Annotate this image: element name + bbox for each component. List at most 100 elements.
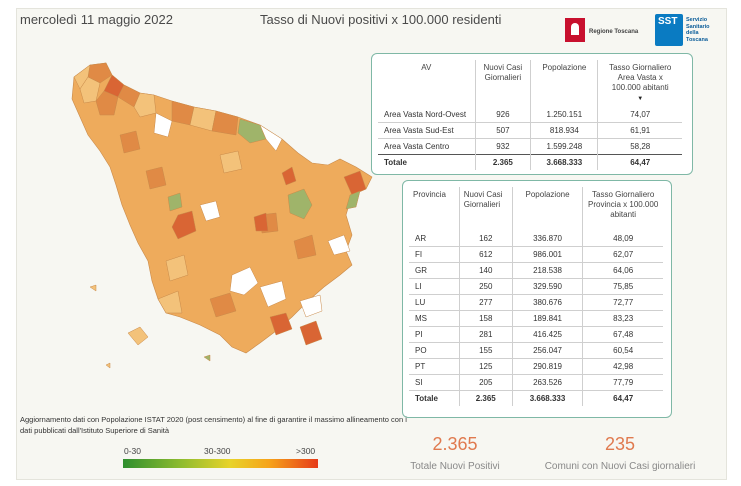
table-row: FI 612 986.001 62,07 bbox=[409, 246, 663, 263]
cell: 612 bbox=[458, 246, 513, 263]
cell: 1.599.248 bbox=[530, 138, 598, 155]
cell: 74,07 bbox=[597, 107, 682, 123]
cell: 218.538 bbox=[511, 262, 583, 279]
cell: 290.819 bbox=[511, 358, 583, 375]
cell: 3.668.333 bbox=[511, 390, 583, 406]
cell: 72,77 bbox=[582, 294, 663, 311]
col-av: AV bbox=[421, 63, 432, 72]
cell: 256.047 bbox=[511, 342, 583, 359]
legend-label-mid: 30-300 bbox=[204, 446, 231, 456]
table-row: SI 205 263.526 77,79 bbox=[409, 374, 663, 391]
sst-logo-text: Servizio Sanitario della Toscana bbox=[686, 17, 710, 43]
cell: 64,06 bbox=[582, 262, 663, 279]
cell: 2.365 bbox=[474, 154, 531, 170]
col-nuovi-casi: Nuovi Casi Giornalieri bbox=[458, 187, 513, 231]
cell: PT bbox=[409, 358, 460, 375]
cell: AR bbox=[409, 231, 460, 247]
tuscany-map bbox=[71, 62, 373, 369]
sst-logo: SST Servizio Sanitario della Toscana bbox=[655, 14, 715, 50]
kpi-total-label: Totale Nuovi Positivi bbox=[410, 461, 500, 472]
table-row: Area Vasta Centro 932 1.599.248 58,28 bbox=[378, 138, 682, 155]
cell: 189.841 bbox=[511, 310, 583, 327]
legend-label-high: >300 bbox=[296, 446, 316, 456]
cell: LU bbox=[409, 294, 460, 311]
legend-labels: 0-30 30-300 >300 bbox=[124, 446, 320, 458]
cell: 83,23 bbox=[582, 310, 663, 327]
cell: 61,91 bbox=[597, 122, 682, 139]
island-montecristo bbox=[105, 362, 111, 369]
kpi-total-positive: 2.365 Totale Nuovi Positivi bbox=[395, 434, 515, 472]
island-elba bbox=[127, 326, 149, 346]
table-row: MS 158 189.841 83,23 bbox=[409, 310, 663, 327]
col-nuovi-casi: Nuovi Casi Giornalieri bbox=[474, 60, 531, 107]
cell: 329.590 bbox=[511, 278, 583, 295]
cell: 62,07 bbox=[582, 246, 663, 263]
cell: 162 bbox=[458, 231, 513, 247]
cell: 986.001 bbox=[511, 246, 583, 263]
cell: Totale bbox=[378, 154, 476, 170]
cell: Area Vasta Nord-Ovest bbox=[378, 107, 476, 123]
data-update-note: Aggiornamento dati con Popolazione ISTAT… bbox=[20, 415, 407, 435]
cell: 140 bbox=[458, 262, 513, 279]
cell: 125 bbox=[458, 358, 513, 375]
municipality-shapes bbox=[73, 62, 367, 346]
cell: PI bbox=[409, 326, 460, 343]
cell: 77,79 bbox=[582, 374, 663, 391]
cell: SI bbox=[409, 374, 460, 391]
cell: 277 bbox=[458, 294, 513, 311]
cell: 60,54 bbox=[582, 342, 663, 359]
table-row: LU 277 380.676 72,77 bbox=[409, 294, 663, 311]
cell: 1.250.151 bbox=[530, 107, 598, 123]
regione-logo-text: Regione Toscana bbox=[589, 29, 639, 35]
cell: 281 bbox=[458, 326, 513, 343]
kpi-comuni-label: Comuni con Nuovi Casi giornalieri bbox=[544, 461, 696, 472]
kpi-comuni-value: 235 bbox=[604, 434, 636, 454]
cell: 58,28 bbox=[597, 138, 682, 155]
table-row: Area Vasta Nord-Ovest 926 1.250.151 74,0… bbox=[378, 107, 682, 123]
table-row: Area Vasta Sud-Est 507 818.934 61,91 bbox=[378, 122, 682, 139]
cell: 250 bbox=[458, 278, 513, 295]
cell: 205 bbox=[458, 374, 513, 391]
table-row: PO 155 256.047 60,54 bbox=[409, 342, 663, 359]
cell: 380.676 bbox=[511, 294, 583, 311]
cell: 42,98 bbox=[582, 358, 663, 375]
province-table: Provincia Nuovi Casi Giornalieri Popolaz… bbox=[402, 180, 672, 418]
cell: 67,48 bbox=[582, 326, 663, 343]
col-popolazione: Popolazione bbox=[511, 187, 583, 231]
col-tasso: Tasso Giornaliero Area Vasta x 100.000 a… bbox=[597, 60, 682, 107]
cell: 818.934 bbox=[530, 122, 598, 139]
area-vasta-table: AV Nuovi Casi Giornalieri Popolazione Ta… bbox=[371, 53, 693, 175]
legend-label-low: 0-30 bbox=[124, 446, 142, 456]
col-tasso-label: Tasso Giornaliero Area Vasta x 100.000 a… bbox=[609, 63, 672, 92]
page-title: Tasso di Nuovi positivi x 100.000 reside… bbox=[260, 12, 502, 27]
cell: 336.870 bbox=[511, 231, 583, 247]
cell: Totale bbox=[409, 390, 460, 406]
cell: 158 bbox=[458, 310, 513, 327]
table-row: GR 140 218.538 64,06 bbox=[409, 262, 663, 279]
cell: 416.425 bbox=[511, 326, 583, 343]
cell: 263.526 bbox=[511, 374, 583, 391]
total-row: Totale 2.365 3.668.333 64,47 bbox=[409, 390, 663, 406]
cell: 3.668.333 bbox=[530, 154, 598, 170]
cell: LI bbox=[409, 278, 460, 295]
legend-color-scale bbox=[123, 459, 318, 468]
sort-desc-icon[interactable]: ▼ bbox=[637, 96, 644, 102]
cell: 64,47 bbox=[582, 390, 663, 406]
sst-mark-text: SST bbox=[658, 16, 678, 27]
col-provincia: Provincia bbox=[413, 190, 446, 199]
cell: Area Vasta Centro bbox=[384, 142, 450, 151]
report-date: mercoledì 11 maggio 2022 bbox=[20, 12, 173, 27]
cell: 75,85 bbox=[582, 278, 663, 295]
table-row: LI 250 329.590 75,85 bbox=[409, 278, 663, 295]
cell: 507 bbox=[474, 122, 531, 139]
col-tasso: Tasso Giornaliero Provincia x 100.000 ab… bbox=[582, 187, 663, 231]
col-popolazione: Popolazione bbox=[530, 60, 598, 107]
kpi-comuni: 235 Comuni con Nuovi Casi giornalieri bbox=[535, 434, 705, 472]
cell: 932 bbox=[474, 138, 531, 155]
cell: 64,47 bbox=[597, 154, 682, 170]
cell: FI bbox=[409, 246, 460, 263]
regione-toscana-logo: Regione Toscana bbox=[565, 18, 645, 44]
island-giglio bbox=[203, 354, 211, 362]
cell: 48,09 bbox=[582, 231, 663, 247]
sst-mark-icon: SST bbox=[655, 14, 683, 46]
